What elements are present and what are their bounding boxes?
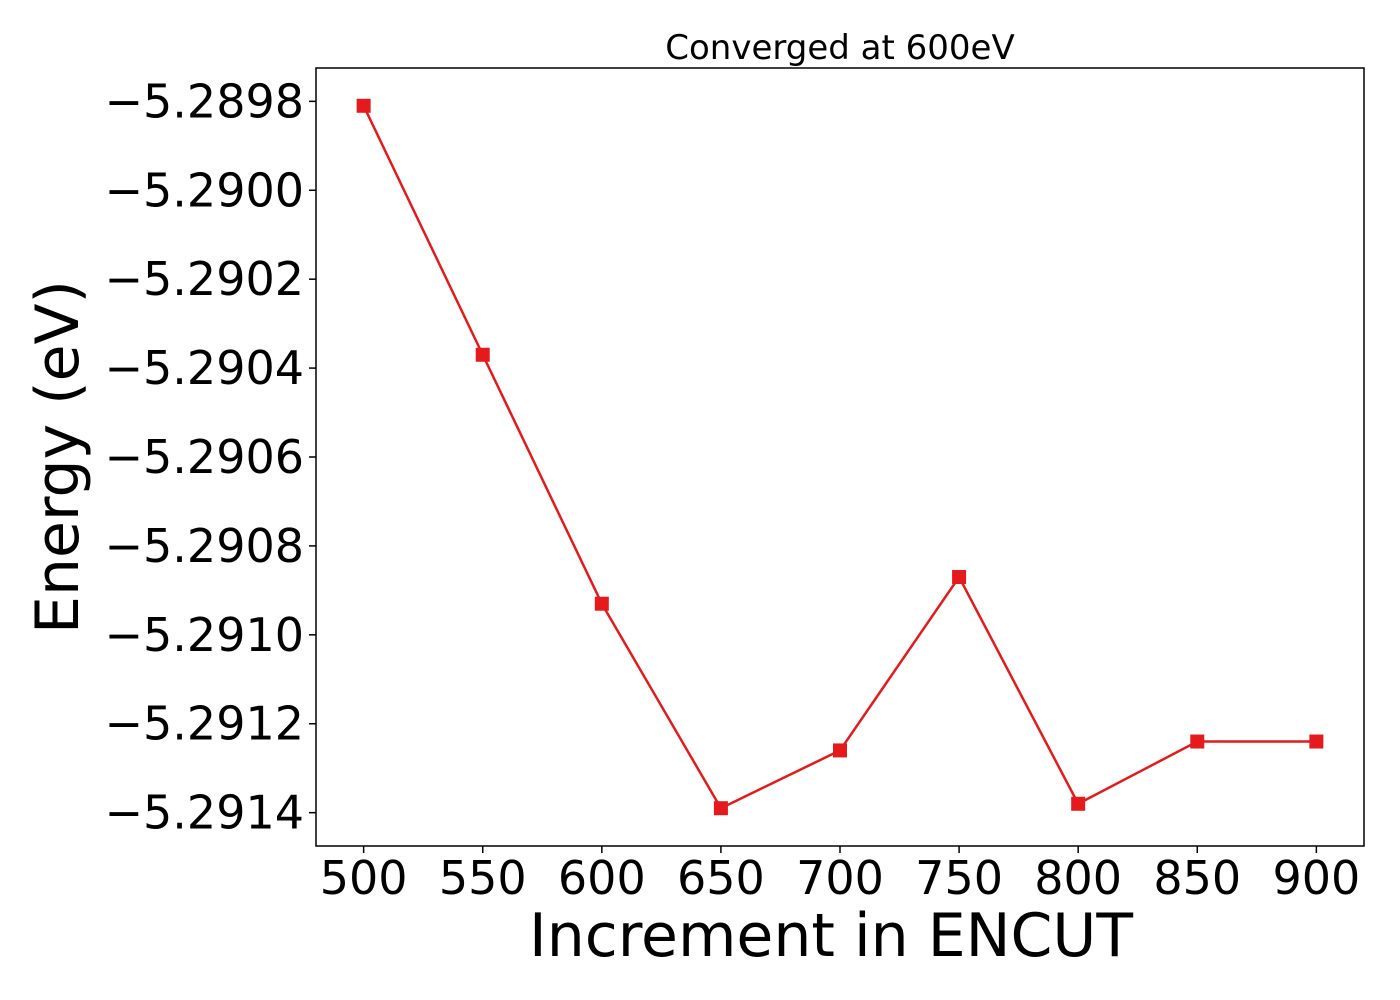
x-tick-label: 700 <box>796 851 884 905</box>
y-tick-label: −5.2906 <box>105 430 305 484</box>
x-axis-ticks: 500 550 600 650 700 750 800 850 900 <box>320 846 1360 905</box>
y-tick-label: −5.2914 <box>105 786 305 840</box>
data-point <box>594 596 609 611</box>
x-axis-title: Increment in ENCUT <box>529 901 1133 971</box>
y-tick-label: −5.2910 <box>105 608 305 662</box>
x-tick-label: 750 <box>915 851 1003 905</box>
x-tick-label: 850 <box>1153 851 1241 905</box>
y-tick-label: −5.2912 <box>105 697 305 751</box>
data-point <box>1309 734 1324 749</box>
x-tick-label: 800 <box>1034 851 1122 905</box>
y-tick-label: −5.2908 <box>105 519 305 573</box>
data-point <box>475 347 490 362</box>
series-layer <box>356 98 1324 816</box>
y-tick-label: −5.2904 <box>105 341 305 395</box>
x-tick-label: 900 <box>1272 851 1360 905</box>
plot-area <box>315 67 1365 847</box>
data-point <box>356 98 371 113</box>
data-point <box>833 743 847 758</box>
y-tick-label: −5.2902 <box>105 252 305 306</box>
y-tick-label: −5.2900 <box>105 163 305 217</box>
data-point <box>952 570 967 585</box>
x-tick-label: 600 <box>558 851 646 905</box>
x-tick-label: 500 <box>320 851 408 905</box>
data-point <box>713 801 728 816</box>
chart-title: Converged at 600eV <box>665 28 1014 68</box>
data-point <box>1190 734 1205 749</box>
y-tick-label: −5.2898 <box>105 74 305 128</box>
x-tick-label: 550 <box>439 851 527 905</box>
y-axis-title: Energy (eV) <box>23 280 93 634</box>
data-point <box>1071 796 1086 811</box>
x-tick-label: 650 <box>677 851 765 905</box>
y-axis-ticks: −5.2898 −5.2900 −5.2902 −5.2904 −5.2906 −5.29… <box>105 74 316 840</box>
